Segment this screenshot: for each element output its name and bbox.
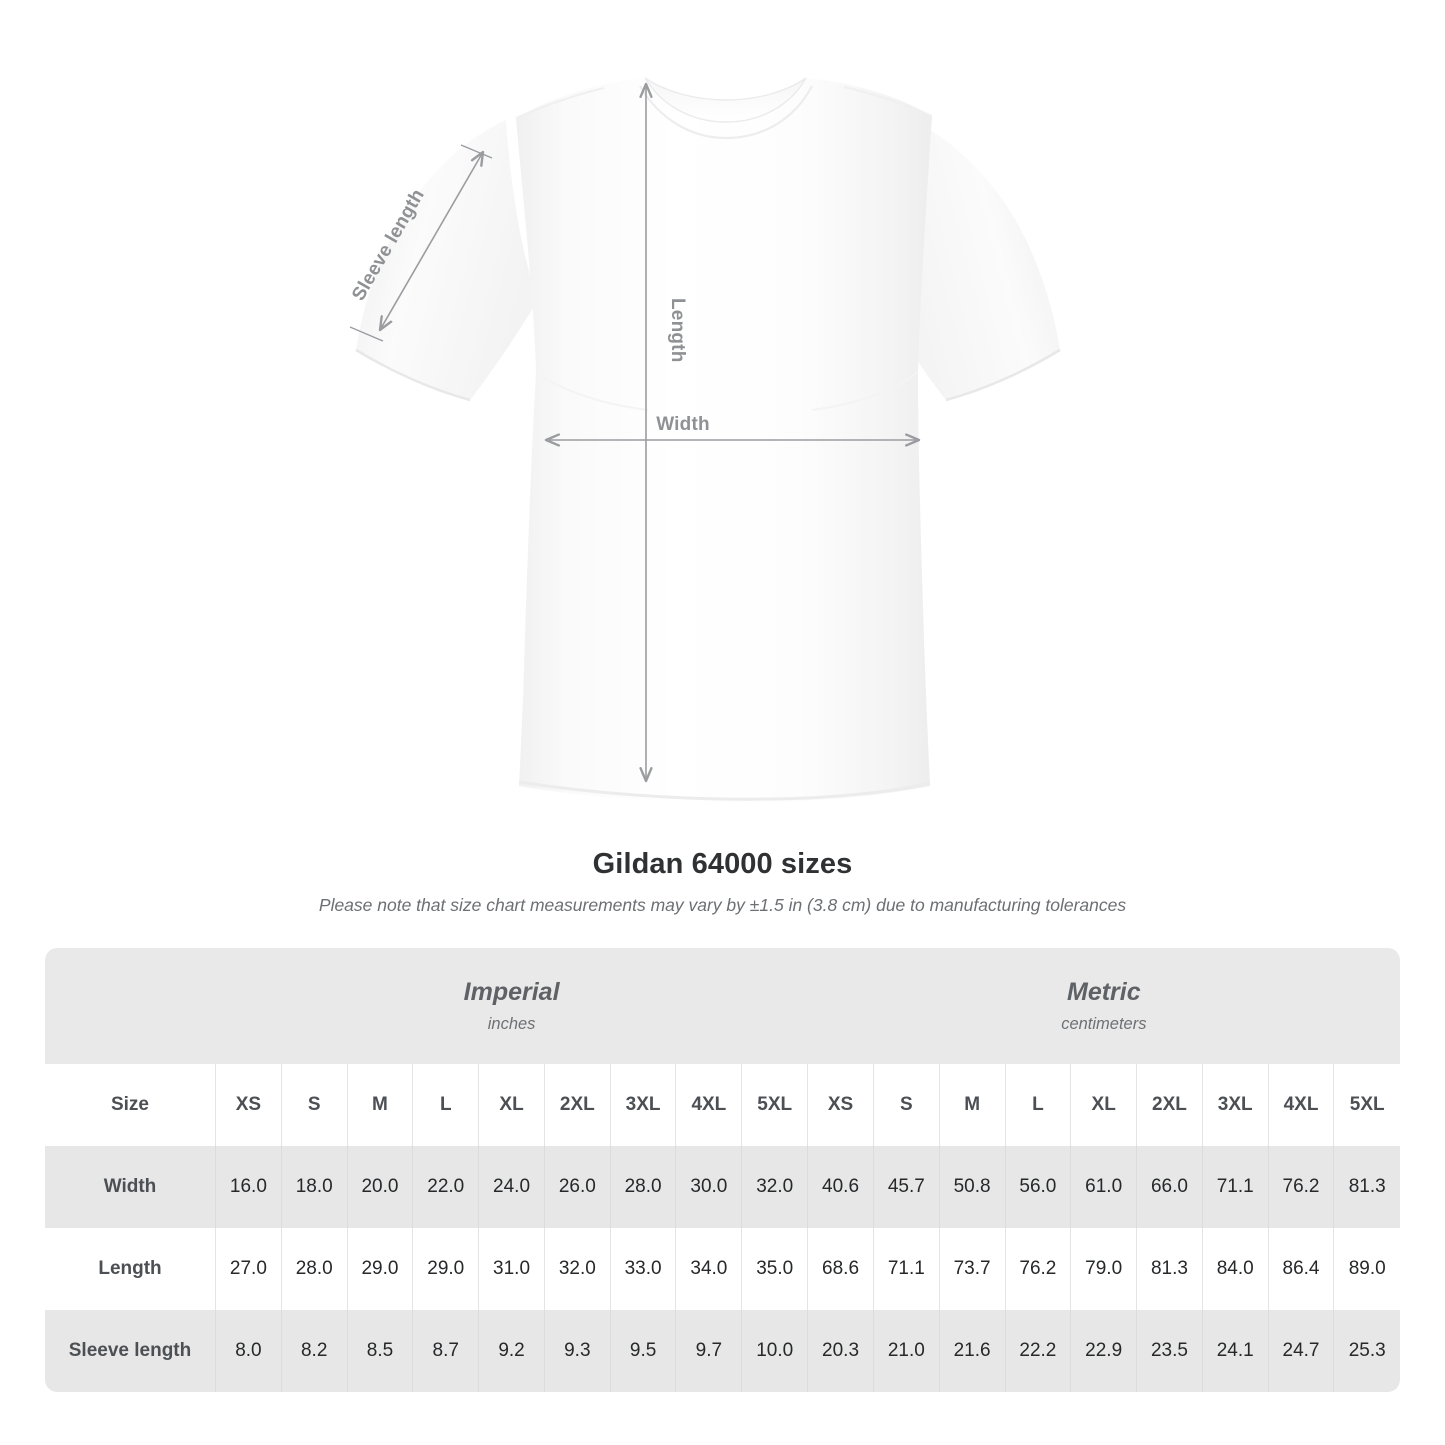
measurement-cell: 76.2 — [1004, 1228, 1071, 1310]
measurement-cell: 50.8 — [938, 1146, 1005, 1228]
size-column-header: XS — [807, 1064, 874, 1146]
measurement-cell: 8.0 — [215, 1310, 282, 1392]
measurement-cell: 9.2 — [478, 1310, 545, 1392]
measurement-cell: 9.3 — [543, 1310, 611, 1392]
measurement-cell: 22.9 — [1070, 1310, 1137, 1392]
measurement-tolerance-note: Please note that size chart measurements… — [318, 895, 1127, 915]
measurement-cell: 86.4 — [1267, 1228, 1334, 1310]
measurement-cell: 32.0 — [543, 1228, 611, 1310]
size-column-header: M — [346, 1064, 413, 1146]
measurement-row-label: Width — [45, 1146, 216, 1228]
measurement-cell: 79.0 — [1070, 1228, 1137, 1310]
measurement-cell: 24.0 — [478, 1146, 545, 1228]
measurement-cell: 30.0 — [675, 1146, 742, 1228]
measurement-cell: 18.0 — [280, 1146, 348, 1228]
measurement-system-unit: centimeters — [1061, 1015, 1147, 1034]
garment-diagram: Length Width Sleeve length — [348, 77, 1061, 803]
measurement-cell: 8.7 — [412, 1310, 479, 1392]
size-column-header: XL — [1070, 1064, 1137, 1146]
size-column-header: XL — [478, 1064, 545, 1146]
tshirt-illustration — [355, 77, 1061, 803]
size-column-header: 3XL — [1201, 1064, 1269, 1146]
measurement-row-label: Length — [45, 1228, 216, 1310]
measurement-cell: 24.7 — [1267, 1310, 1334, 1392]
size-column-header: L — [412, 1064, 479, 1146]
sleeve-length-dimension-arrow — [349, 144, 493, 342]
measurement-cell: 76.2 — [1267, 1146, 1334, 1228]
measurement-cell: 9.7 — [675, 1310, 742, 1392]
measurement-system-name: Metric — [1067, 978, 1141, 1007]
measurement-cell: 20.3 — [807, 1310, 874, 1392]
measurement-system-row: Imperial inches Metric centimeters — [45, 948, 1400, 1064]
page-title: Gildan 64000 sizes — [592, 848, 853, 880]
measurement-cell: 8.5 — [346, 1310, 413, 1392]
measurement-cell: 16.0 — [215, 1146, 282, 1228]
measurement-cell: 21.0 — [872, 1310, 940, 1392]
table-row: Length 27.0 28.0 29.0 29.0 31.0 32.0 33.0 34.0 35… — [45, 1228, 1400, 1310]
measurement-system-unit: inches — [487, 1015, 536, 1034]
measurement-cell: 33.0 — [609, 1228, 676, 1310]
measurement-cell: 71.1 — [1201, 1146, 1269, 1228]
size-column-header: 3XL — [609, 1064, 676, 1146]
size-chart-table: Imperial inches Metric centimeters Size XS S M L… — [45, 948, 1400, 1392]
measurement-cell: 68.6 — [807, 1228, 874, 1310]
measurement-cell: 89.0 — [1333, 1228, 1400, 1310]
size-column-header: 2XL — [543, 1064, 611, 1146]
measurement-cell: 28.0 — [280, 1228, 348, 1310]
measurement-cell: 26.0 — [543, 1146, 611, 1228]
size-column-header: 5XL — [1333, 1064, 1400, 1146]
measurement-row-label: Sleeve length — [45, 1310, 216, 1392]
measurement-cell: 20.0 — [346, 1146, 413, 1228]
measurement-system-header: Metric centimeters — [807, 948, 1400, 1064]
measurement-cell: 27.0 — [215, 1228, 282, 1310]
size-column-header: 5XL — [741, 1064, 808, 1146]
measurement-cell: 40.6 — [807, 1146, 874, 1228]
measurement-system-name: Imperial — [463, 978, 560, 1007]
length-dimension-label: Length — [667, 298, 688, 363]
measurement-cell: 21.6 — [938, 1310, 1005, 1392]
measurement-cell: 23.5 — [1136, 1310, 1203, 1392]
measurement-cell: 25.3 — [1333, 1310, 1400, 1392]
measurement-cell: 81.3 — [1136, 1228, 1203, 1310]
measurement-cell: 61.0 — [1070, 1146, 1137, 1228]
size-column-header: 2XL — [1136, 1064, 1203, 1146]
measurement-cell: 56.0 — [1004, 1146, 1071, 1228]
measurement-cell: 84.0 — [1201, 1228, 1269, 1310]
size-column-header: S — [872, 1064, 940, 1146]
measurement-cell: 24.1 — [1201, 1310, 1269, 1392]
size-column-header: 4XL — [1267, 1064, 1334, 1146]
measurement-cell: 35.0 — [741, 1228, 808, 1310]
measurement-cell: 73.7 — [938, 1228, 1005, 1310]
size-column-header: L — [1004, 1064, 1071, 1146]
size-chart-container: Imperial inches Metric centimeters Size XS S M L… — [45, 948, 1400, 1392]
measurement-cell: 29.0 — [412, 1228, 479, 1310]
measurement-cell: 9.5 — [609, 1310, 676, 1392]
size-column-header: XS — [215, 1064, 282, 1146]
size-column-header: M — [938, 1064, 1005, 1146]
measurement-cell: 45.7 — [872, 1146, 940, 1228]
size-header-row: Size XS S M L XL 2XL 3XL 4XL 5XL XS S M L XL 2XL 3XL 4XL 5… — [45, 1064, 1400, 1146]
size-column-header: 4XL — [675, 1064, 742, 1146]
size-header-label: Size — [45, 1064, 216, 1146]
measurement-cell: 28.0 — [609, 1146, 676, 1228]
size-column-header: S — [280, 1064, 348, 1146]
measurement-cell: 66.0 — [1136, 1146, 1203, 1228]
measurement-cell: 8.2 — [280, 1310, 348, 1392]
measurement-system-header: Imperial inches — [215, 948, 808, 1064]
measurement-cell: 22.2 — [1004, 1310, 1071, 1392]
measurement-cell: 10.0 — [741, 1310, 808, 1392]
measurement-cell: 34.0 — [675, 1228, 742, 1310]
table-row: Sleeve length 8.0 8.2 8.5 8.7 9.2 9.3 9.5 9.7 10.… — [45, 1310, 1400, 1392]
table-row: Width 16.0 18.0 20.0 22.0 24.0 26.0 28.0 30.0 32.… — [45, 1146, 1400, 1228]
measurement-cell: 31.0 — [478, 1228, 545, 1310]
measurement-cell: 32.0 — [741, 1146, 808, 1228]
measurement-cell: 29.0 — [346, 1228, 413, 1310]
table-corner-cell — [45, 948, 216, 1064]
measurement-cell: 81.3 — [1333, 1146, 1400, 1228]
measurement-cell: 22.0 — [412, 1146, 479, 1228]
measurement-cell: 71.1 — [872, 1228, 940, 1310]
width-dimension-label: Width — [656, 414, 710, 435]
